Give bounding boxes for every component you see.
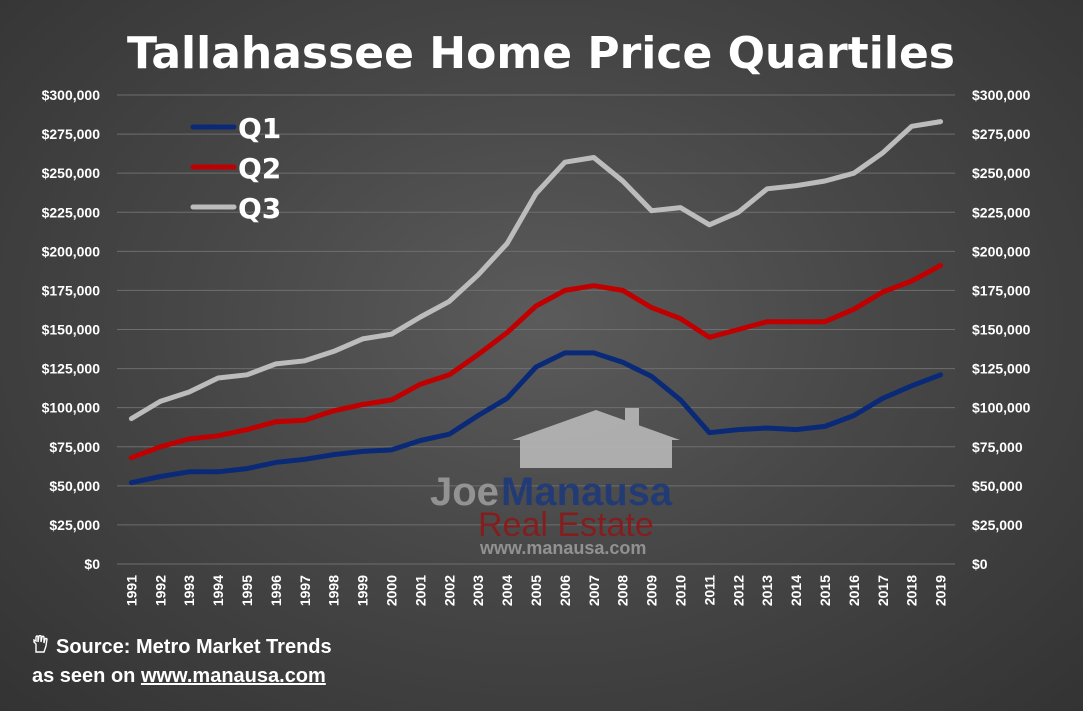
x-tick-label: 1992: [152, 575, 168, 606]
y-tick-label-left: $150,000: [42, 322, 101, 338]
series-line-q3: [128, 119, 944, 422]
series-line-q2: [128, 262, 944, 461]
y-tick-label-left: $225,000: [42, 204, 101, 220]
x-tick-label: 2013: [759, 575, 775, 606]
y-tick-label-left: $300,000: [42, 87, 101, 103]
x-tick-label: 2004: [499, 575, 515, 606]
y-tick-label-right: $275,000: [972, 126, 1031, 142]
y-tick-label-left: $50,000: [49, 478, 100, 494]
y-tick-label-right: $200,000: [972, 243, 1031, 259]
x-tick-label: 1999: [355, 575, 371, 606]
legend-label-q2: Q2: [238, 152, 281, 185]
legend-label-q1: Q1: [238, 112, 281, 145]
x-tick-label: 1996: [268, 575, 284, 606]
x-tick-label: 2018: [904, 575, 920, 606]
legend-label-q3: Q3: [238, 192, 281, 225]
y-tick-label-right: $175,000: [972, 282, 1031, 298]
seen-on-note: as seen on www.manausa.com: [32, 665, 326, 688]
chart-title: Tallahassee Home Price Quartiles: [127, 28, 955, 79]
y-tick-label-right: $0: [972, 556, 988, 572]
x-tick-label: 2019: [933, 575, 949, 606]
y-tick-label-left: $175,000: [42, 282, 101, 298]
x-tick-label: 1998: [326, 575, 342, 606]
x-tick-label: 2006: [557, 575, 573, 606]
y-tick-label-right: $150,000: [972, 322, 1031, 338]
watermark-url: www.manausa.com: [479, 538, 646, 558]
source-text: Source: Metro Market Trends: [56, 636, 332, 658]
x-tick-label: 2017: [875, 575, 891, 606]
x-tick-label: 1995: [239, 575, 255, 606]
y-tick-label-right: $250,000: [972, 165, 1031, 181]
x-tick-label: 1991: [123, 575, 139, 606]
series-line-q1: [128, 350, 944, 486]
x-tick-label: 2010: [672, 575, 688, 606]
house-roof-icon: [512, 410, 680, 468]
y-tick-label-left: $200,000: [42, 243, 101, 259]
y-tick-label-left: $25,000: [49, 517, 100, 533]
x-tick-label: 2012: [730, 575, 746, 606]
x-tick-label: 1997: [297, 575, 313, 606]
y-tick-label-right: $125,000: [972, 361, 1031, 377]
x-tick-label: 1994: [210, 575, 226, 606]
x-tick-label: 1993: [181, 575, 197, 606]
y-tick-label-left: $75,000: [49, 439, 100, 455]
watermark-real-estate: Real Estate: [478, 506, 654, 544]
x-tick-label: 2016: [846, 575, 862, 606]
y-tick-label-left: $0: [84, 556, 100, 572]
x-tick-label: 2014: [788, 575, 804, 606]
x-tick-label: 2008: [615, 575, 631, 606]
hand-pointer-icon: [32, 634, 50, 659]
source-note: Source: Metro Market Trends: [32, 634, 332, 659]
y-tick-label-left: $275,000: [42, 126, 101, 142]
y-tick-label-left: $250,000: [42, 165, 101, 181]
watermark-joe: Joe: [430, 470, 499, 514]
y-tick-label-right: $225,000: [972, 204, 1031, 220]
y-tick-label-left: $125,000: [42, 361, 101, 377]
x-tick-label: 2009: [644, 575, 660, 606]
seen-on-link[interactable]: www.manausa.com: [140, 665, 326, 687]
x-tick-label: 2000: [384, 575, 400, 606]
x-tick-label: 2002: [441, 575, 457, 606]
y-tick-label-right: $50,000: [972, 478, 1023, 494]
chimney-icon: [625, 408, 639, 430]
x-tick-label: 2015: [817, 575, 833, 606]
y-tick-label-right: $25,000: [972, 517, 1023, 533]
y-tick-label-right: $75,000: [972, 439, 1023, 455]
watermark-manausa: Manausa: [501, 470, 673, 514]
x-tick-label: 2011: [701, 575, 717, 606]
x-tick-label: 2001: [412, 575, 428, 606]
x-tick-label: 2007: [586, 575, 602, 606]
y-tick-label-right: $100,000: [972, 400, 1031, 416]
x-tick-label: 2005: [528, 575, 544, 606]
x-tick-label: 2003: [470, 575, 486, 606]
y-tick-label-left: $100,000: [42, 400, 101, 416]
y-tick-label-right: $300,000: [972, 87, 1031, 103]
seen-on-prefix: as seen on: [32, 665, 141, 687]
